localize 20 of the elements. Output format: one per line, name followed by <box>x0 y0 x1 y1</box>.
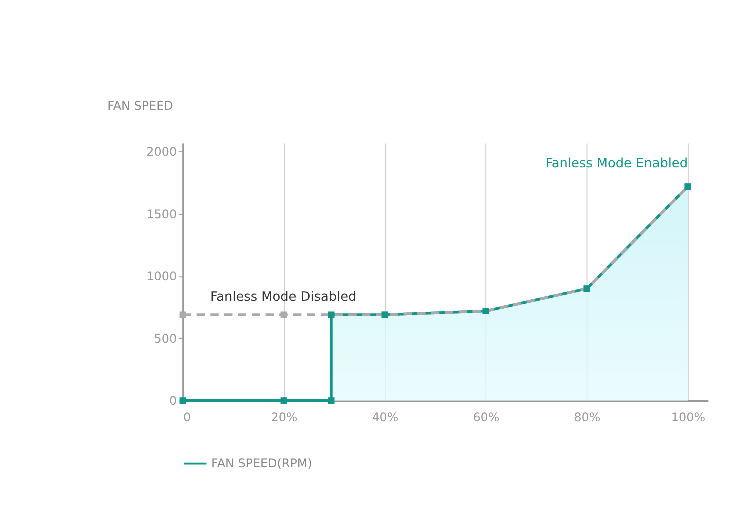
point <box>180 312 186 318</box>
y-tick-label: 1000 <box>146 270 178 284</box>
x-tick-label: 100% <box>671 410 706 425</box>
point <box>328 312 335 318</box>
y-tick-label: 500 <box>154 332 178 346</box>
point <box>280 312 288 318</box>
x-tick-label: 0 <box>183 410 192 425</box>
legend-label: FAN SPEED(RPM) <box>212 456 312 471</box>
annotation: Fanless Mode Disabled <box>210 290 357 306</box>
point <box>328 398 335 404</box>
x-tick-label: 40% <box>372 410 399 425</box>
annotation: Fanless Mode Enabled <box>546 156 688 172</box>
point <box>280 398 288 404</box>
x-tick-label: 60% <box>473 410 500 425</box>
x-tick-label: 20% <box>271 410 298 425</box>
y-axis-title: FAN SPEED <box>108 99 174 114</box>
x-tick-label: 80% <box>574 410 601 425</box>
y-tick-label: 0 <box>169 394 178 408</box>
y-tick-label: 2000 <box>146 145 178 160</box>
y-tick-label: 1500 <box>146 207 178 222</box>
